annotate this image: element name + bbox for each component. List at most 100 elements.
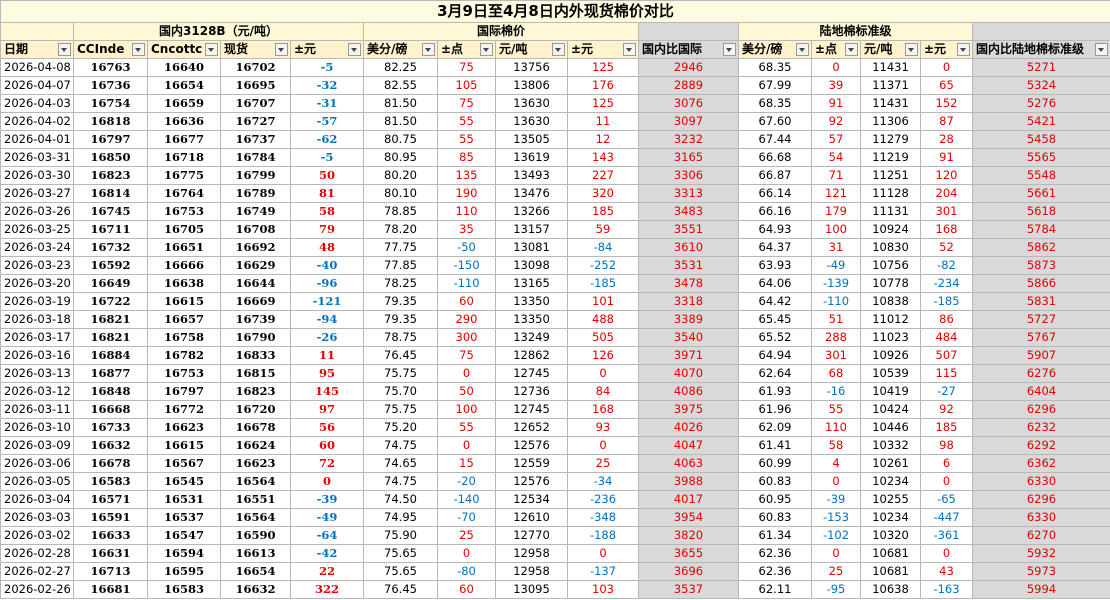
filter-dropdown[interactable] (723, 43, 736, 56)
table-cell: 5271 (972, 58, 1110, 77)
table-cell: 3478 (638, 274, 739, 293)
table-cell: 16707 (220, 94, 291, 113)
table-cell: 97 (290, 400, 364, 419)
table-cell: 110 (811, 418, 861, 437)
table-cell: 16654 (220, 562, 291, 581)
table-cell: 11 (567, 112, 639, 131)
table-cell: 16797 (73, 130, 148, 149)
table-cell: 5565 (972, 148, 1110, 167)
table-cell: 16677 (147, 130, 221, 149)
table-cell: 16531 (147, 490, 221, 509)
table-cell: 10419 (860, 382, 921, 401)
filter-dropdown[interactable] (58, 43, 71, 56)
column-header: ±点 (437, 40, 496, 59)
filter-dropdown[interactable] (422, 43, 435, 56)
table-cell: 3551 (638, 220, 739, 239)
table-cell: 2026-03-23 (0, 256, 74, 275)
header-row: 日期 CCInde Cncottc 现货 ±元 美分/磅 ±点 元/吨 ±元 国内比国际 美分/磅 ±… (0, 40, 1110, 59)
column-header: 元/吨 (860, 40, 921, 59)
filter-dropdown[interactable] (905, 43, 918, 56)
table-cell: -361 (920, 526, 973, 545)
table-cell: 5866 (972, 274, 1110, 293)
filter-dropdown[interactable] (552, 43, 565, 56)
table-cell: 4026 (638, 418, 739, 437)
table-cell: 16564 (220, 472, 291, 491)
filter-dropdown[interactable] (132, 43, 145, 56)
table-cell: 3076 (638, 94, 739, 113)
table-cell: 10638 (860, 580, 921, 599)
table-cell: 185 (567, 202, 639, 221)
column-header: 现货 (220, 40, 291, 59)
table-cell: 75.65 (363, 562, 438, 581)
table-cell: 48 (290, 238, 364, 257)
table-cell: 16551 (220, 490, 291, 509)
table-cell: 76.45 (363, 580, 438, 599)
column-header: ±点 (811, 40, 861, 59)
filter-dropdown[interactable] (796, 43, 809, 56)
table-cell: 12652 (495, 418, 568, 437)
table-cell: 75 (437, 94, 496, 113)
table-cell: 91 (811, 94, 861, 113)
table-cell: 55 (437, 112, 496, 131)
table-cell: 13095 (495, 580, 568, 599)
table-cell: 91 (920, 148, 973, 167)
table-cell: 12958 (495, 562, 568, 581)
table-cell: 16623 (220, 454, 291, 473)
table-cell: 2026-03-09 (0, 436, 74, 455)
table-cell: 55 (437, 130, 496, 149)
table-cell: 10838 (860, 292, 921, 311)
table-cell: -447 (920, 508, 973, 527)
table-cell: -80 (437, 562, 496, 581)
filter-dropdown[interactable] (957, 43, 970, 56)
data-row: 2026-03-19 16722 16615 16669 -121 79.35 60 1335… (0, 292, 1110, 311)
header-text: 国内比国际 (642, 42, 703, 56)
table-cell: 74.65 (363, 454, 438, 473)
table-cell: 35 (437, 220, 496, 239)
table-cell: 6292 (972, 436, 1110, 455)
table-cell: 16772 (147, 400, 221, 419)
table-cell: 125 (567, 58, 639, 77)
table-cell: 10924 (860, 220, 921, 239)
table-cell: 86 (920, 310, 973, 329)
table-cell: 507 (920, 346, 973, 365)
table-cell: 101 (567, 292, 639, 311)
table-cell: 2026-03-20 (0, 274, 74, 293)
filter-dropdown[interactable] (1095, 43, 1108, 56)
table-cell: 55 (437, 418, 496, 437)
table-cell: 57 (811, 130, 861, 149)
filter-dropdown[interactable] (348, 43, 361, 56)
data-row: 2026-03-05 16583 16545 16564 0 74.75 -20 12576-… (0, 472, 1110, 491)
filter-dropdown[interactable] (275, 43, 288, 56)
table-cell: -40 (290, 256, 364, 275)
table-cell: 16713 (73, 562, 148, 581)
filter-dropdown[interactable] (205, 43, 218, 56)
table-cell: 65 (920, 76, 973, 95)
table-cell: 2026-04-08 (0, 58, 74, 77)
table-cell: 11 (290, 346, 364, 365)
filter-dropdown[interactable] (845, 43, 858, 56)
table-cell: 16718 (147, 148, 221, 167)
table-cell: 16764 (147, 184, 221, 203)
table-cell: -236 (567, 490, 639, 509)
table-cell: 2026-03-03 (0, 508, 74, 527)
header-text: 元/吨 (499, 42, 528, 56)
table-cell: 13476 (495, 184, 568, 203)
table-cell: 0 (437, 544, 496, 563)
table-cell: 0 (567, 364, 639, 383)
table-cell: 13505 (495, 130, 568, 149)
table-cell: 3655 (638, 544, 739, 563)
table-cell: 2026-03-25 (0, 220, 74, 239)
table-cell: 4070 (638, 364, 739, 383)
table-cell: 10332 (860, 436, 921, 455)
filter-dropdown[interactable] (623, 43, 636, 56)
header-text: Cncottc (151, 42, 203, 56)
table-cell: 10926 (860, 346, 921, 365)
column-header: 国内比国际 (638, 40, 739, 59)
table-cell: 6276 (972, 364, 1110, 383)
table-cell: 28 (920, 130, 973, 149)
table-cell: 16784 (220, 148, 291, 167)
filter-dropdown[interactable] (480, 43, 493, 56)
table-cell: 61.41 (738, 436, 812, 455)
table-cell: -39 (290, 490, 364, 509)
table-cell: 168 (920, 220, 973, 239)
